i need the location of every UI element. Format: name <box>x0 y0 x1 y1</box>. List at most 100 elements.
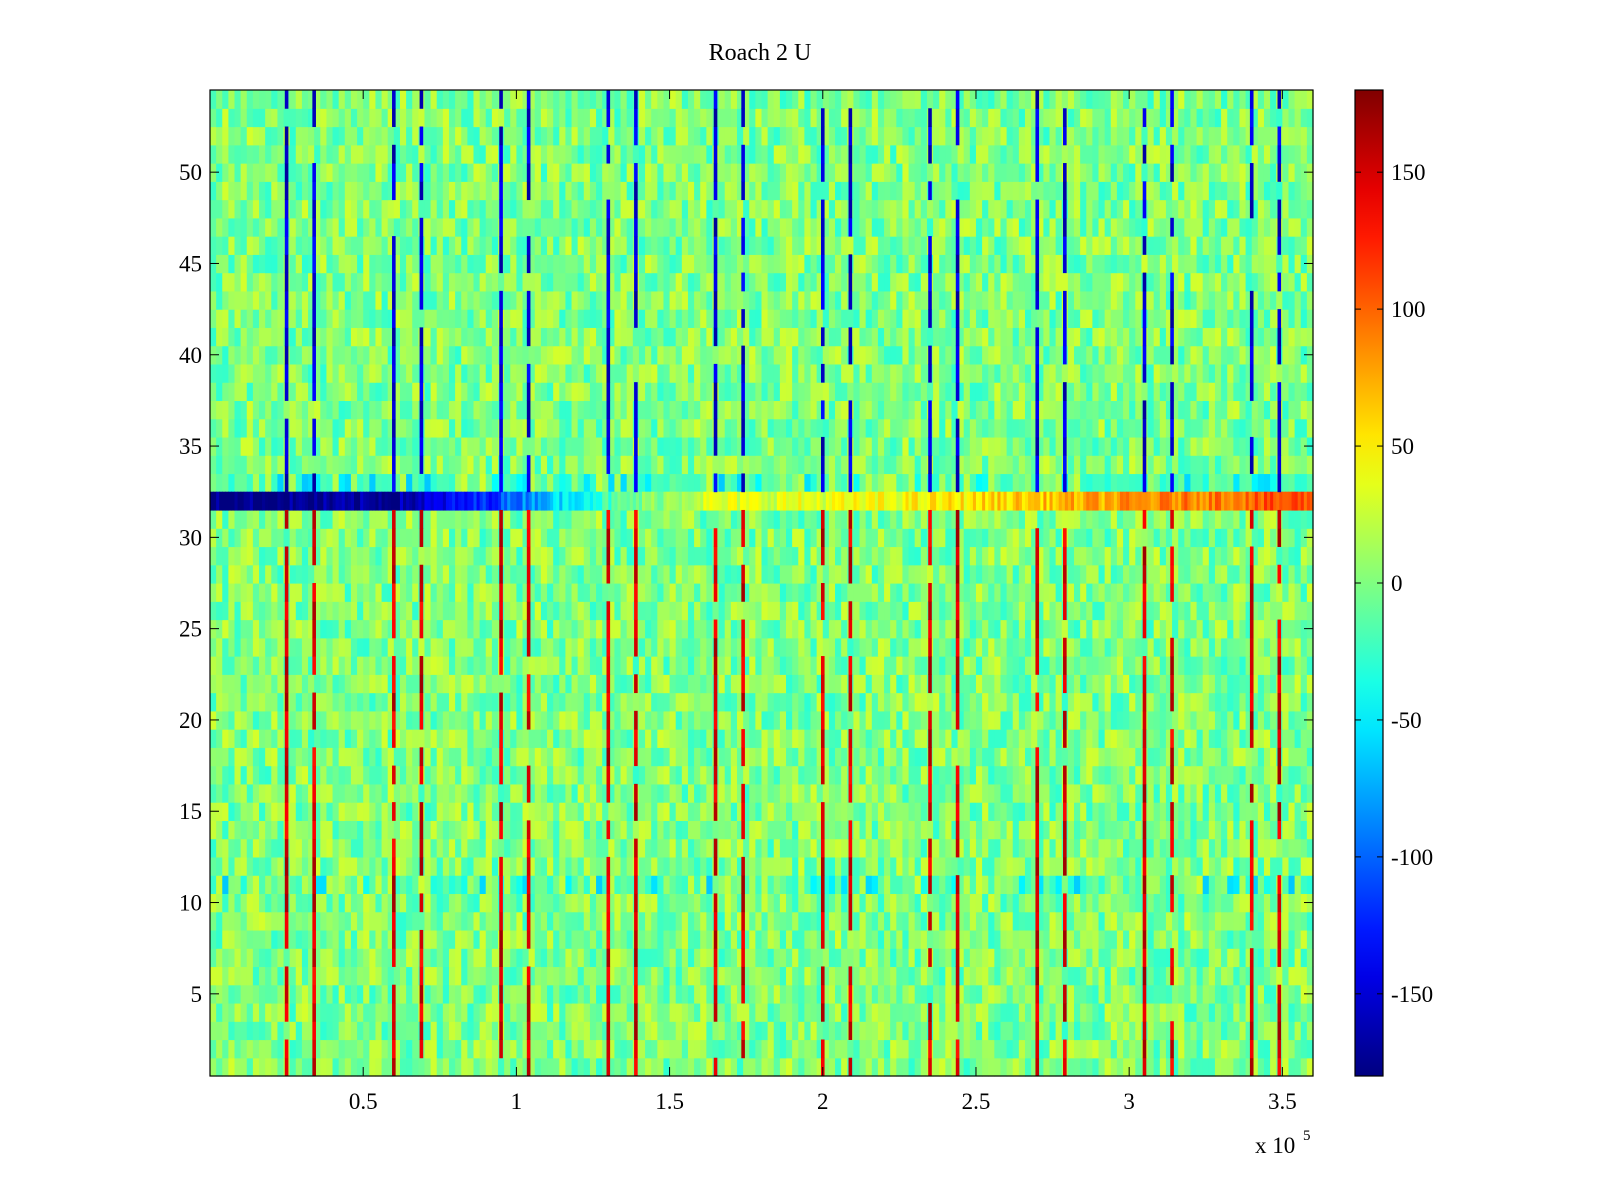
heatmap-cell <box>1098 1002 1106 1022</box>
heatmap-cell <box>1104 710 1112 730</box>
heatmap-cell <box>1049 838 1057 858</box>
heatmap-cell <box>1104 765 1112 785</box>
heatmap-cell <box>792 966 799 986</box>
heatmap-cell <box>730 1057 738 1077</box>
heatmap-cell <box>749 966 756 986</box>
heatmap-cell <box>933 765 940 785</box>
heatmap-cell <box>583 929 591 949</box>
heatmap-cell <box>289 929 297 949</box>
heatmap-cell <box>1214 802 1222 821</box>
heatmap-cell <box>724 601 732 621</box>
heatmap-cell <box>1135 820 1143 840</box>
heatmap-cell <box>804 966 812 986</box>
heatmap-cell <box>669 820 677 840</box>
heatmap-cell <box>933 820 940 840</box>
heatmap-cell <box>583 637 591 657</box>
heatmap-cell <box>939 1039 946 1059</box>
heatmap-cell <box>1098 747 1106 767</box>
heatmap-cell <box>1006 820 1014 840</box>
heatmap-cell <box>798 856 805 876</box>
heatmap-cell <box>387 911 395 931</box>
heatmap-cell <box>222 692 229 712</box>
heatmap-cell <box>816 948 824 968</box>
heatmap-cell <box>982 856 989 876</box>
heatmap-cell <box>1214 1039 1222 1059</box>
heatmap-cell <box>1147 747 1155 767</box>
heatmap-cell <box>988 911 995 931</box>
heatmap-cell <box>1257 820 1265 840</box>
heatmap-cell <box>736 893 744 913</box>
heatmap-cell <box>387 1021 395 1041</box>
heatmap-cell <box>957 1057 965 1077</box>
heatmap-cell <box>1233 911 1241 931</box>
heatmap-cell <box>700 1002 707 1022</box>
heatmap-cell <box>982 1021 989 1041</box>
heatmap-cell <box>516 765 524 785</box>
heatmap-cell <box>491 710 499 730</box>
heatmap-cell <box>363 838 370 858</box>
heatmap-cell <box>504 838 511 858</box>
heatmap-cell <box>828 619 836 639</box>
heatmap-cell <box>730 875 738 895</box>
heatmap-cell <box>816 820 824 840</box>
heatmap-cell <box>210 1039 217 1059</box>
heatmap-cell <box>485 984 493 1004</box>
heatmap-cell <box>663 747 671 767</box>
heatmap-cell <box>406 911 413 931</box>
heatmap-cell <box>1000 856 1008 876</box>
heatmap-cell <box>969 1002 977 1022</box>
heatmap-cell <box>681 893 689 913</box>
heatmap-cell <box>363 802 370 821</box>
heatmap-cell <box>1184 637 1192 657</box>
heatmap-cell <box>896 1039 904 1059</box>
heatmap-cell <box>418 911 426 931</box>
heatmap-cell <box>1251 619 1259 639</box>
heatmap-cell <box>1147 984 1155 1004</box>
heatmap-cell <box>442 729 450 748</box>
heatmap-cell <box>804 838 812 858</box>
heatmap-cell <box>473 838 481 858</box>
heatmap-cell <box>982 729 989 748</box>
heatmap-cell <box>265 564 272 584</box>
heatmap-cell <box>687 710 695 730</box>
heatmap-cell <box>473 911 481 931</box>
heatmap-cell <box>577 1002 585 1022</box>
heatmap-cell <box>516 710 524 730</box>
heatmap-cell <box>1000 966 1008 986</box>
heatmap-cell <box>246 656 254 675</box>
heatmap-cell <box>596 893 603 913</box>
heatmap-cell <box>969 637 977 657</box>
heatmap-cell <box>969 601 977 621</box>
heatmap-cell <box>510 875 517 895</box>
heatmap-cell <box>547 729 554 748</box>
heatmap-cell <box>363 656 370 675</box>
heatmap-cell <box>718 601 726 621</box>
heatmap-cell <box>975 1057 983 1077</box>
heatmap-cell <box>755 1002 763 1022</box>
heatmap-cell <box>559 674 567 694</box>
heatmap-cell <box>295 838 303 858</box>
heatmap-cell <box>387 765 395 785</box>
heatmap-cell <box>902 875 910 895</box>
heatmap-cell <box>675 765 683 785</box>
heatmap-cell <box>473 893 481 913</box>
heatmap-cell <box>1306 637 1314 657</box>
heatmap-cell <box>234 710 242 730</box>
heatmap-cell <box>871 838 879 858</box>
heatmap-cell <box>608 893 616 913</box>
heatmap-cell <box>387 838 395 858</box>
heatmap-cell <box>743 564 750 584</box>
heatmap-cell <box>1086 601 1093 621</box>
heatmap-cell <box>749 656 756 675</box>
heatmap-cell <box>1257 656 1265 675</box>
heatmap-cell <box>755 948 763 968</box>
heatmap-cell <box>461 783 468 803</box>
heatmap-cell <box>1257 893 1265 913</box>
heatmap-cell <box>338 893 346 913</box>
heatmap-cell <box>1080 619 1087 639</box>
heatmap-cell <box>295 966 303 986</box>
heatmap-cell <box>289 692 297 712</box>
heatmap-cell <box>1190 619 1198 639</box>
heatmap-cell <box>406 856 413 876</box>
heatmap-cell <box>1172 856 1179 876</box>
